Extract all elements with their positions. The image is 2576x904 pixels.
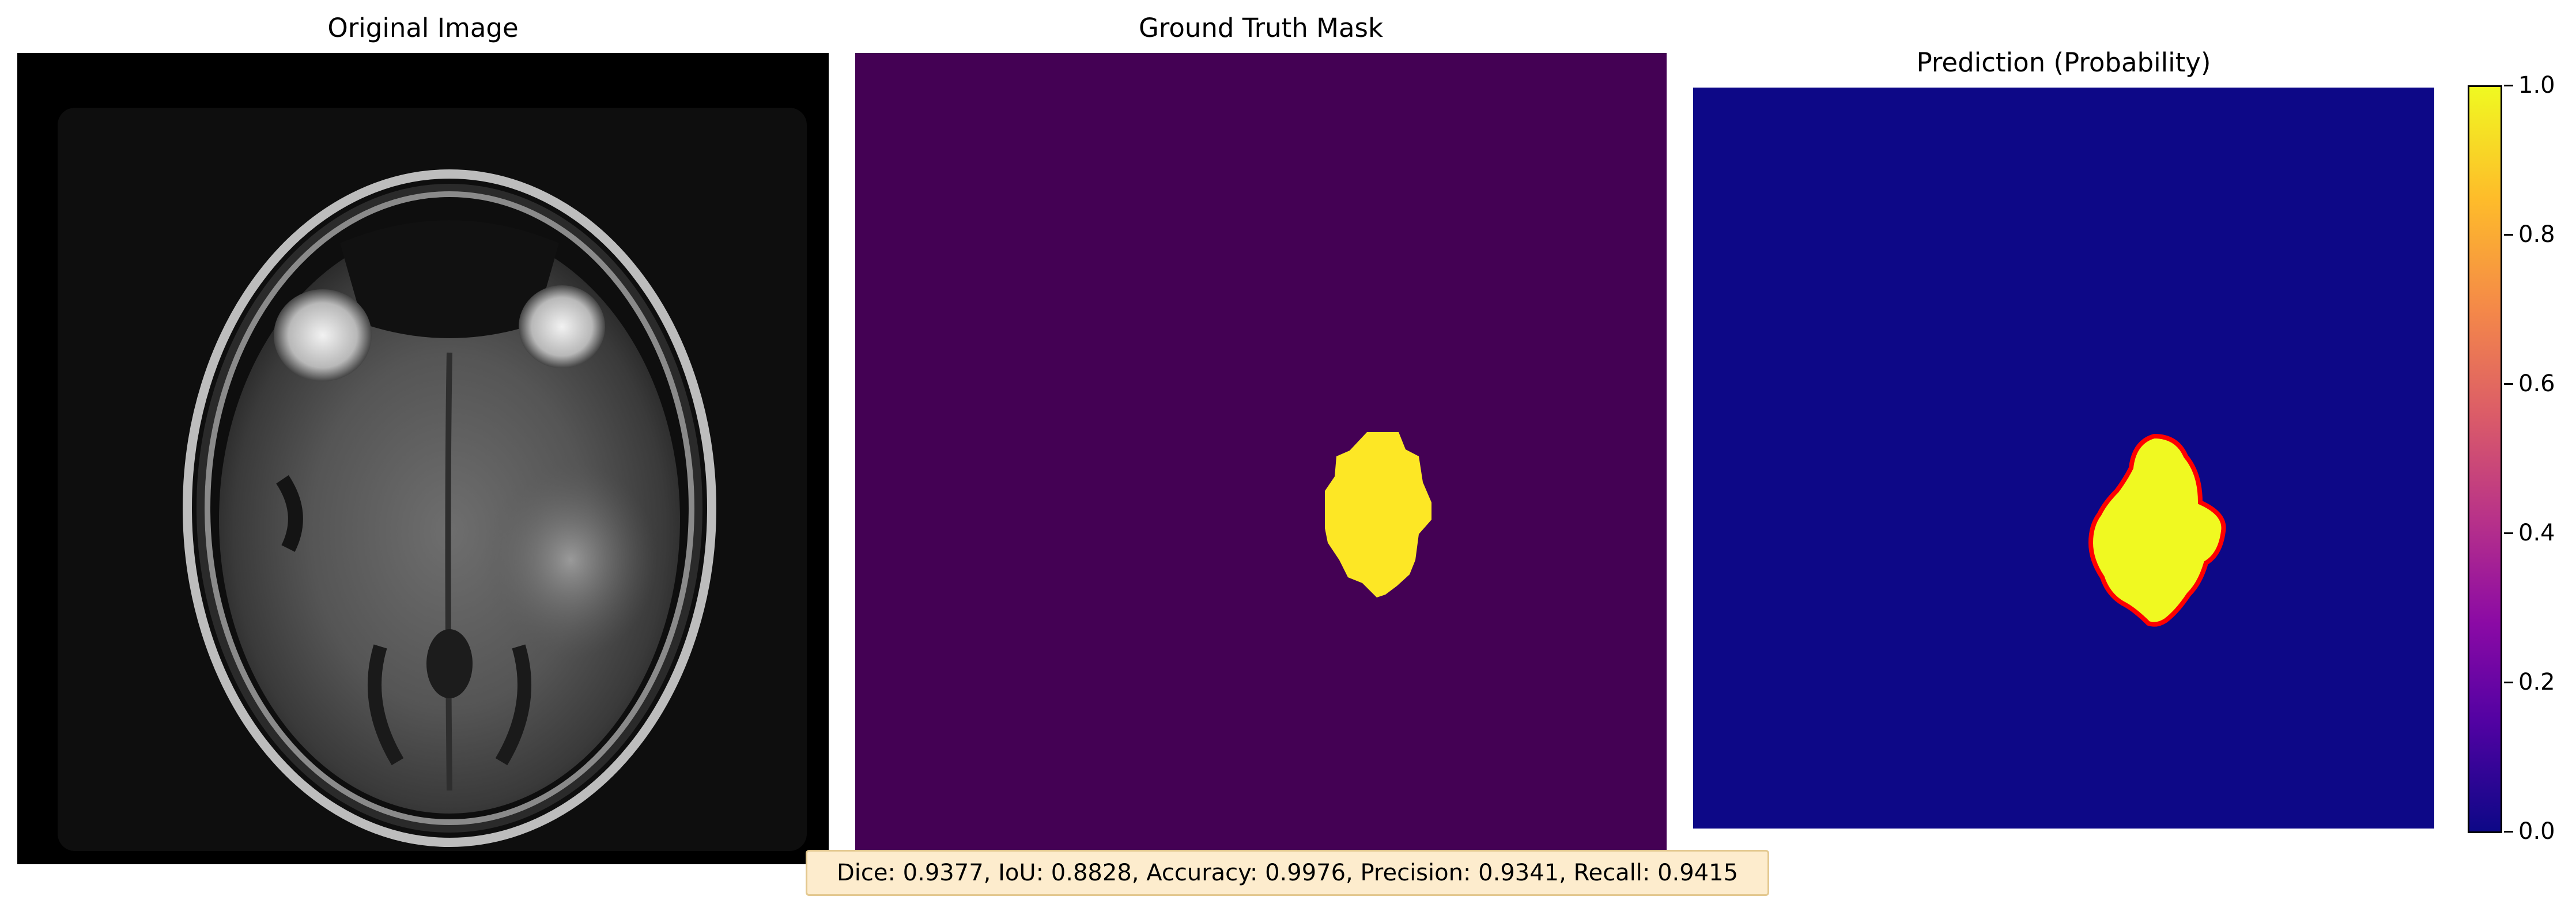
colorbar-tick-label: 0.2 xyxy=(2518,669,2555,695)
colorbar-tick xyxy=(2504,682,2513,683)
prediction-contour xyxy=(2088,433,2226,627)
original-image-title: Original Image xyxy=(327,13,519,43)
ground-truth-title: Ground Truth Mask xyxy=(1138,13,1384,43)
colorbar-tick-label: 0.6 xyxy=(2518,370,2555,397)
colorbar-tick xyxy=(2504,831,2513,833)
prediction-title: Prediction (Probability) xyxy=(1916,47,2211,78)
colorbar-tick xyxy=(2504,85,2513,86)
colorbar xyxy=(2468,85,2502,833)
colorbar-tick-label: 0.4 xyxy=(2518,520,2555,546)
colorbar-tick-label: 0.8 xyxy=(2518,221,2555,248)
colorbar-tick xyxy=(2504,532,2513,534)
colorbar-tick-label: 0.0 xyxy=(2518,818,2555,845)
colorbar-tick-label: 1.0 xyxy=(2518,72,2555,99)
metrics-summary-box: Dice: 0.9377, IoU: 0.8828, Accuracy: 0.9… xyxy=(806,850,1769,896)
colorbar-tick xyxy=(2504,234,2513,236)
prediction-probability-map xyxy=(1693,88,2434,829)
ground-truth-tumor-region xyxy=(1325,432,1431,597)
original-mri-image xyxy=(17,53,829,864)
ground-truth-mask xyxy=(855,53,1667,864)
colorbar-tick xyxy=(2504,383,2513,385)
